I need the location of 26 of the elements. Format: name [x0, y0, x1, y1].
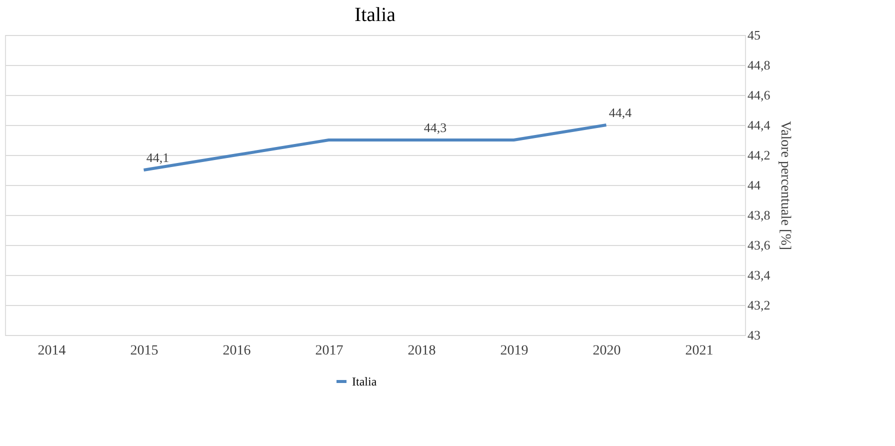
x-tick-label: 2017: [315, 344, 344, 358]
x-tick-label: 2015: [130, 344, 158, 358]
y-tick-label: 43,4: [748, 268, 771, 282]
y-tick-label: 44: [748, 178, 761, 192]
data-label: 44,3: [424, 120, 447, 135]
data-label: 44,1: [146, 150, 170, 165]
x-tick-label: 2014: [38, 344, 66, 358]
y-tick-label: 44,4: [748, 118, 771, 132]
data-label: 44,4: [608, 105, 632, 120]
x-tick-label: 2016: [222, 344, 251, 358]
legend-label: Italia: [352, 374, 378, 388]
y-tick-label: 44,6: [748, 88, 771, 102]
x-tick-label: 2019: [500, 344, 528, 358]
x-tick-label: 2020: [592, 344, 621, 358]
y-tick-label: 44,8: [748, 58, 770, 72]
y-tick-label: 44,2: [748, 148, 770, 162]
y-tick-label: 43,6: [748, 238, 771, 252]
x-tick-label: 2021: [685, 344, 714, 358]
y-tick-label: 45: [748, 28, 760, 42]
line-series: [142, 124, 608, 172]
y-tick-label: 43,2: [748, 298, 770, 312]
y-axis-title: Valore percentuale [%]: [777, 120, 792, 250]
chart-title: Italia: [354, 4, 396, 26]
y-tick-label: 43,8: [748, 208, 770, 222]
x-tick-label: 2018: [408, 344, 436, 358]
y-tick-label: 43: [748, 328, 760, 342]
